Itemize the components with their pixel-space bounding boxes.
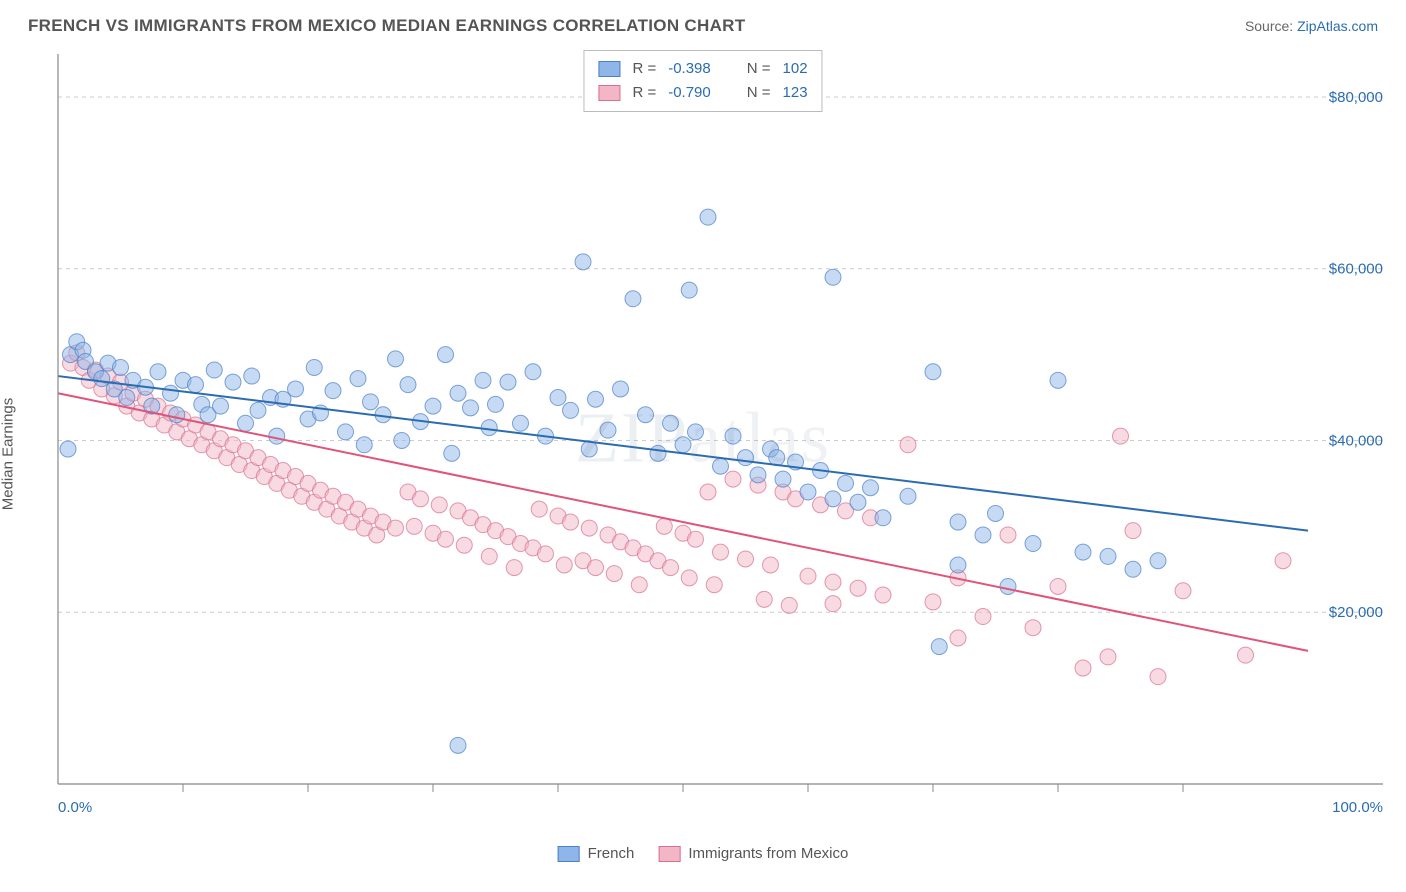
scatter-plot: $20,000 $40,000 $60,000 $80,000 0.0% 100.0%: [48, 44, 1388, 824]
r-value: -0.790: [668, 81, 711, 105]
r-label: R =: [632, 81, 656, 105]
source-link[interactable]: ZipAtlas.com: [1297, 18, 1378, 34]
n-label: N =: [747, 57, 771, 81]
svg-text:$60,000: $60,000: [1329, 261, 1383, 278]
swatch-icon: [558, 846, 580, 862]
chart-container: Median Earnings ZIPatlas $20,000$40,000$…: [0, 44, 1406, 864]
n-value: 102: [783, 57, 808, 81]
legend-item-mexico: Immigrants from Mexico: [658, 845, 848, 862]
svg-text:$40,000: $40,000: [1329, 432, 1383, 449]
swatch-icon: [658, 846, 680, 862]
swatch-icon: [598, 61, 620, 77]
svg-text:$80,000: $80,000: [1329, 89, 1383, 106]
source-attribution: Source: ZipAtlas.com: [1245, 18, 1378, 34]
correlation-legend: R = -0.398 N = 102 R = -0.790 N = 123: [583, 50, 822, 112]
r-value: -0.398: [668, 57, 711, 81]
legend-row-mexico: R = -0.790 N = 123: [598, 81, 807, 105]
y-axis-label: Median Earnings: [0, 398, 17, 511]
r-label: R =: [632, 57, 656, 81]
swatch-icon: [598, 85, 620, 101]
n-label: N =: [747, 81, 771, 105]
svg-text:0.0%: 0.0%: [58, 799, 92, 816]
chart-title: FRENCH VS IMMIGRANTS FROM MEXICO MEDIAN …: [28, 16, 745, 36]
legend-label: French: [588, 845, 635, 862]
svg-text:$20,000: $20,000: [1329, 604, 1383, 621]
header: FRENCH VS IMMIGRANTS FROM MEXICO MEDIAN …: [0, 0, 1406, 44]
legend-item-french: French: [558, 845, 635, 862]
svg-text:100.0%: 100.0%: [1332, 799, 1383, 816]
legend-label: Immigrants from Mexico: [688, 845, 848, 862]
n-value: 123: [783, 81, 808, 105]
source-label: Source:: [1245, 18, 1293, 34]
series-legend: French Immigrants from Mexico: [558, 845, 849, 862]
legend-row-french: R = -0.398 N = 102: [598, 57, 807, 81]
